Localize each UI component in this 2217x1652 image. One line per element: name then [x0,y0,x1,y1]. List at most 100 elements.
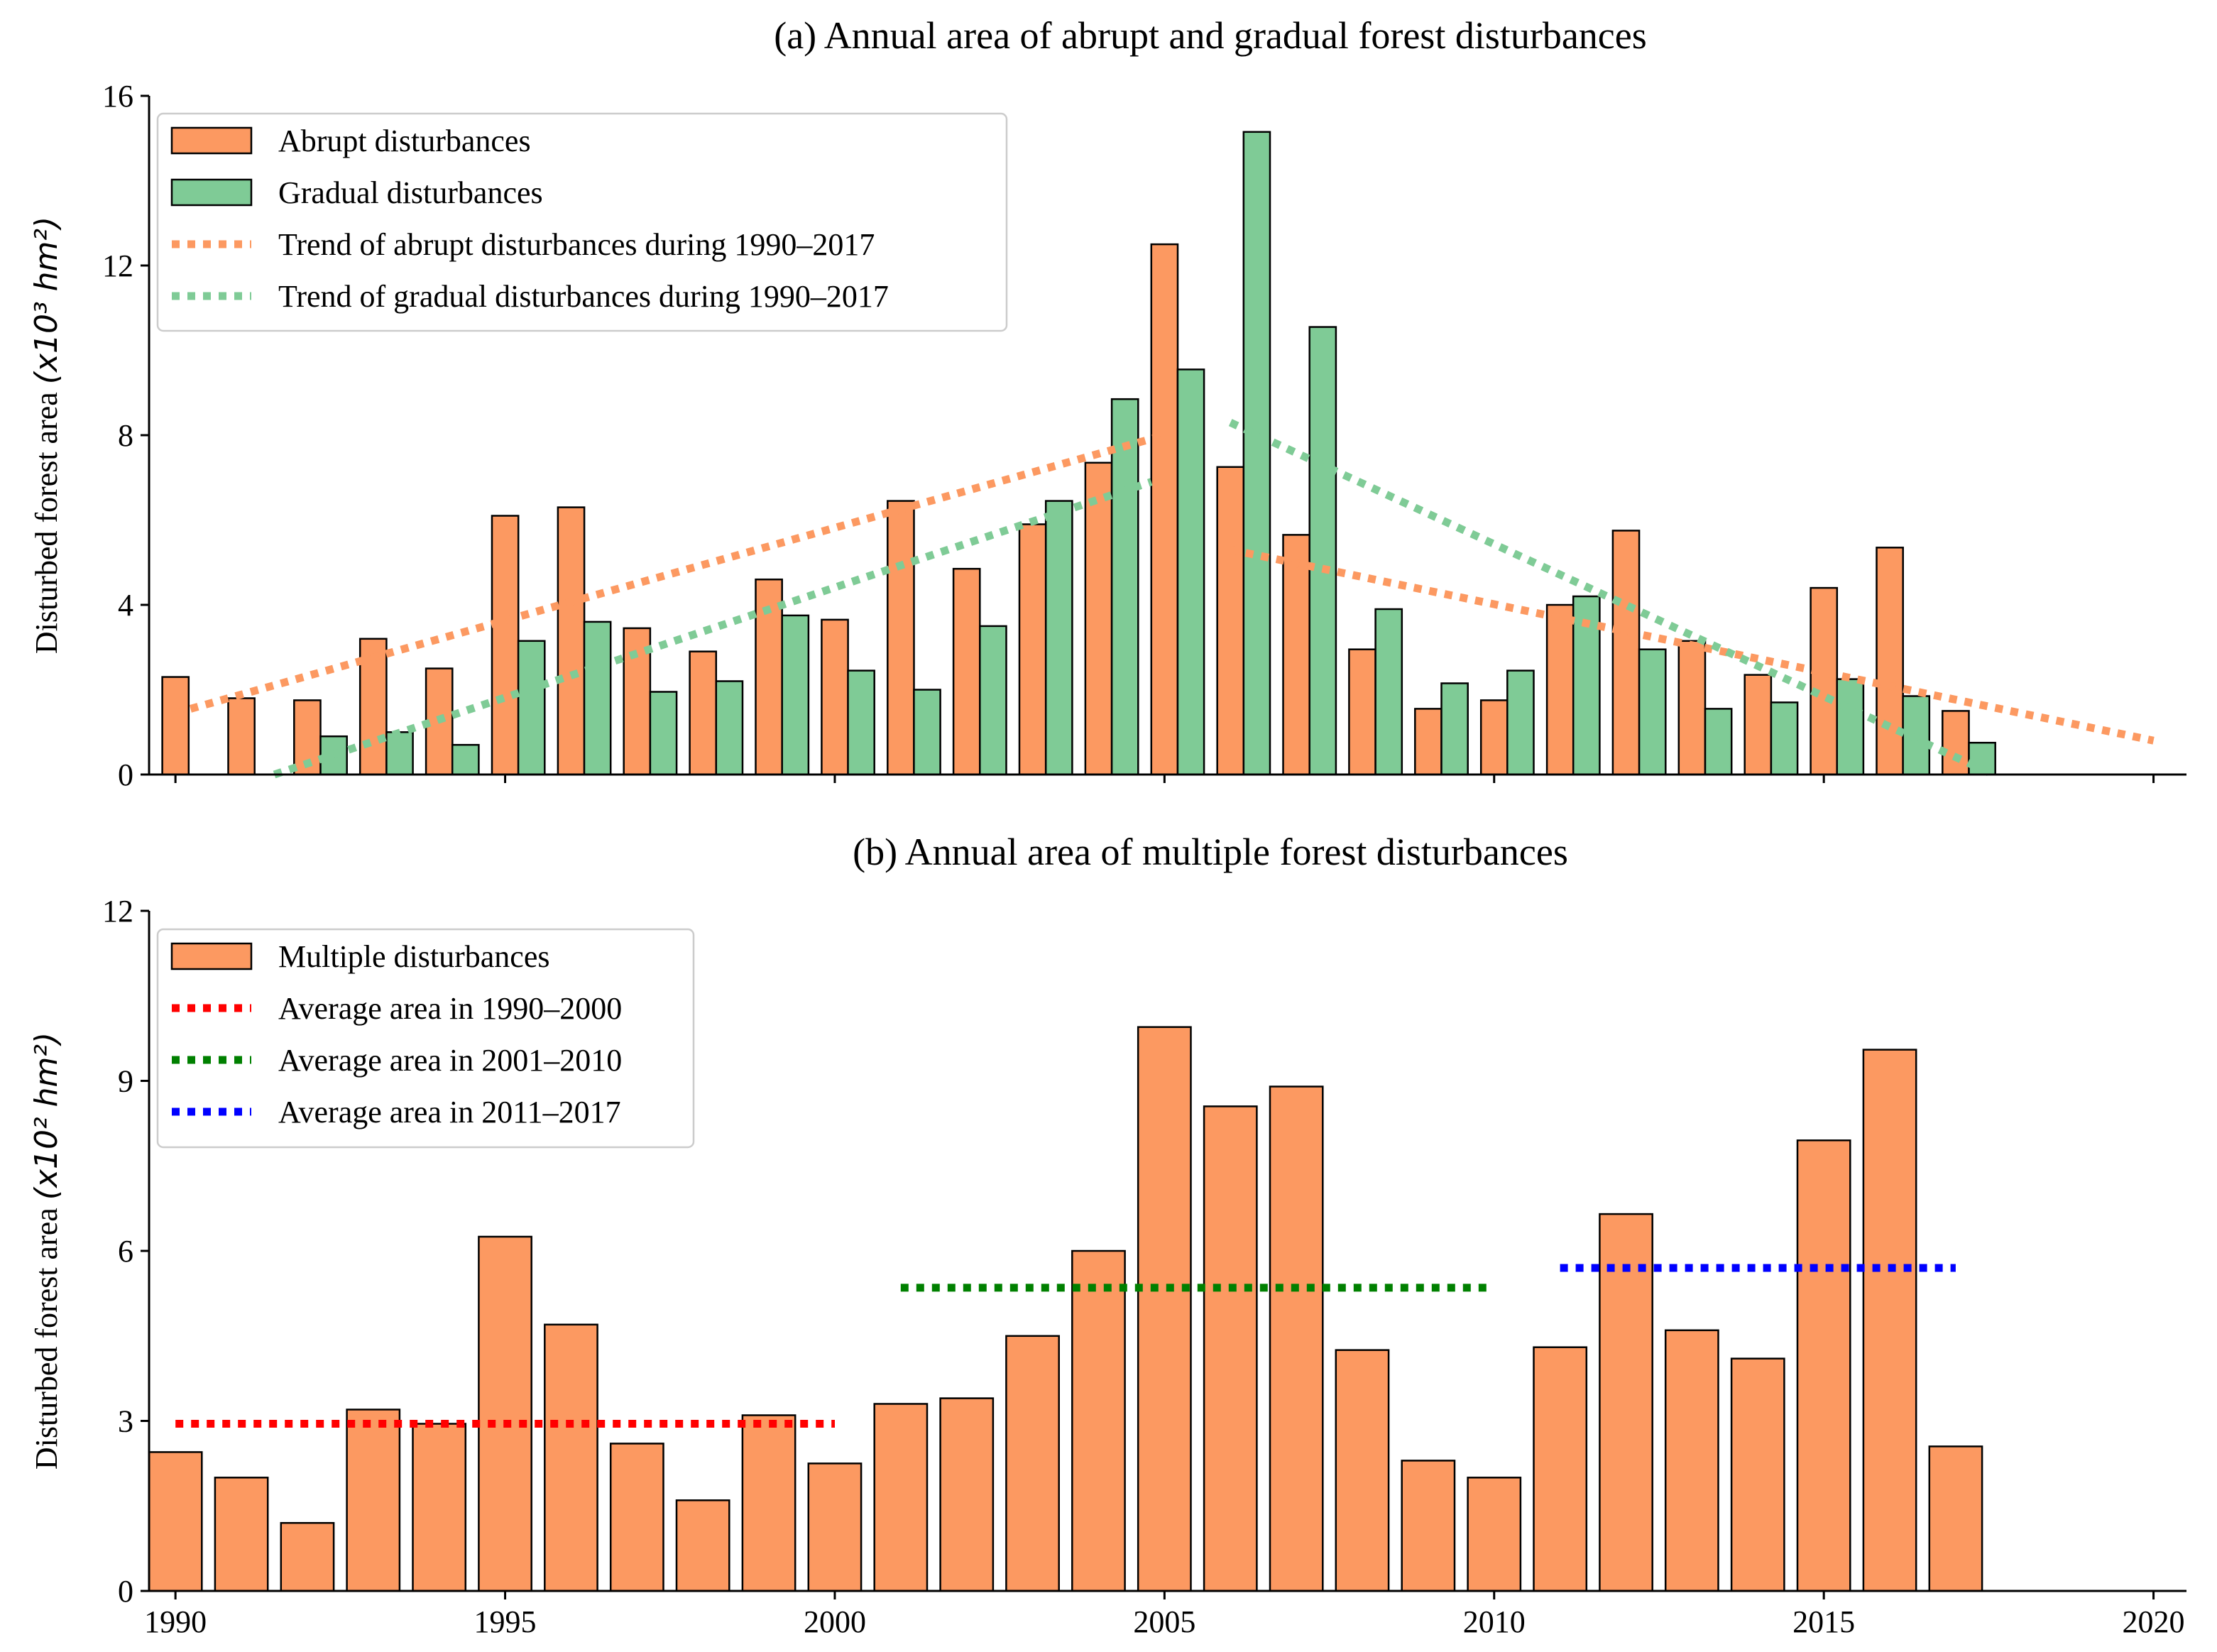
panel-b-average-lines [175,1264,1956,1428]
legend-label: Gradual disturbances [278,175,543,210]
y-tick-label: 8 [118,418,133,453]
abrupt-bar-1993 [358,638,388,776]
panel-b-y-axis-unit: (x10² hm²) [28,1032,65,1200]
legend-swatch-patch [170,126,253,155]
gradual-bar-1995 [517,640,546,776]
x-tick-label: 1990 [144,1604,207,1639]
abrupt-bar-2004 [1084,461,1113,776]
multiple-bar-2001 [873,1403,929,1592]
multiple-bar-2003 [1005,1335,1060,1592]
legend-label: Abrupt disturbances [278,124,531,158]
panel-a-y-axis-label-text: Disturbed forest area [29,384,64,654]
gradual-bar-2010 [1506,669,1535,776]
panel-b-axes: 0 3 6 9 12 1990 1995 2000 2005 2010 2015 2020 [102,894,2186,1639]
y-tick-label: 0 [118,757,133,792]
y-tick-label: 16 [102,79,133,114]
multiple-bar-1990 [148,1451,203,1592]
multiple-bar-2017 [1928,1445,1983,1592]
abrupt-bar-2009 [1414,708,1443,776]
x-tick-label: 2015 [1792,1604,1855,1639]
panel-a-y-axis-label: Disturbed forest area (x10³ hm²) [28,217,65,654]
gradual-bar-2001 [913,689,941,776]
gradual-bar-2002 [979,625,1007,776]
trend-line-abrupt-segment-2 [1230,545,2155,745]
gradual-bar-2012 [1638,648,1667,776]
abrupt-bar-2000 [821,618,849,776]
abrupt-bar-1998 [689,650,718,776]
x-tick-label: 1995 [474,1604,537,1639]
multiple-bar-1999 [741,1414,797,1592]
multiple-bar-1994 [412,1423,467,1592]
trend-line-abrupt-segment-1 [174,431,1166,717]
gradual-bar-2000 [847,669,875,776]
multiple-bar-1998 [675,1499,730,1592]
trend-line-gradual-segment-1 [273,478,1153,779]
x-tick-label: 2010 [1463,1604,1526,1639]
gradual-bar-2008 [1374,608,1403,776]
multiple-bar-2014 [1730,1357,1785,1592]
panel-a-trend-lines [174,419,2155,779]
abrupt-bar-1990 [161,676,190,776]
x-tick-label: 2000 [804,1604,866,1639]
multiple-bar-2006 [1203,1105,1258,1592]
legend-label: Average area in 2001–2010 [278,1043,622,1078]
abrupt-bar-2007 [1282,534,1310,776]
panel-b-y-axis-label-text: Disturbed forest area [29,1200,64,1470]
y-tick-label: 3 [118,1404,133,1439]
multiple-bar-1992 [280,1521,335,1592]
trend-line-gradual-segment-2 [1228,419,1991,776]
x-tick-label: 2005 [1133,1604,1195,1639]
abrupt-bar-2016 [1876,547,1904,776]
gradual-bar-2003 [1044,500,1073,776]
abrupt-bar-2008 [1348,648,1376,776]
legend-label: Trend of gradual disturbances during 199… [278,279,889,314]
panel-a: (a) Annual area of abrupt and gradual fo… [28,14,2186,792]
gradual-bar-1993 [385,731,414,776]
abrupt-bar-2003 [1018,523,1047,776]
gradual-bar-1998 [715,680,744,776]
multiple-bar-2016 [1862,1049,1917,1592]
panel-b-bars [148,1026,1983,1592]
gradual-bar-2006 [1242,131,1271,776]
multiple-bar-2009 [1401,1460,1456,1592]
multiple-bar-2007 [1269,1085,1324,1592]
panel-b-legend: Multiple disturbances Average area in 199… [156,928,695,1149]
abrupt-bar-2017 [1942,710,1970,776]
legend-frame [156,928,695,1149]
legend-label: Trend of abrupt disturbances during 1990… [278,227,875,262]
gradual-bar-1994 [451,743,480,776]
gradual-bar-2009 [1440,682,1469,776]
multiple-bar-2008 [1335,1349,1390,1592]
panel-a-y-axis-unit: (x10³ hm²) [28,217,65,384]
panel-b: (b) Annual area of multiple forest distu… [28,831,2186,1639]
panel-a-axes: 0 4 8 12 16 [102,79,2186,792]
multiple-bar-2011 [1533,1346,1588,1592]
abrupt-bar-1995 [491,515,520,776]
y-tick-label: 12 [102,894,133,929]
abrupt-bar-2011 [1545,603,1575,776]
legend-label: Average area in 2011–2017 [278,1095,621,1129]
abrupt-bar-1996 [557,506,586,776]
multiple-bar-2015 [1796,1139,1851,1592]
gradual-bar-2005 [1176,368,1205,776]
legend-label: Multiple disturbances [278,939,550,974]
y-tick-label: 12 [102,248,133,283]
legend-swatch-patch [170,178,253,207]
gradual-bar-2007 [1308,326,1337,776]
y-tick-label: 0 [118,1574,133,1609]
gradual-bar-1999 [781,614,810,776]
panel-a-title: (a) Annual area of abrupt and gradual fo… [774,14,1647,57]
multiple-bar-2005 [1137,1026,1192,1592]
multiple-bar-1991 [214,1477,269,1592]
gradual-bar-2014 [1770,701,1799,776]
gradual-bar-2013 [1704,708,1733,776]
abrupt-bar-2015 [1810,586,1839,776]
gradual-bar-2015 [1836,678,1865,776]
abrupt-bar-2010 [1479,699,1509,776]
x-tick-label: 2020 [2123,1604,2185,1639]
multiple-bar-2002 [939,1397,995,1592]
y-tick-label: 9 [118,1064,133,1099]
panel-b-y-axis-label: Disturbed forest area (x10² hm²) [28,1032,65,1470]
